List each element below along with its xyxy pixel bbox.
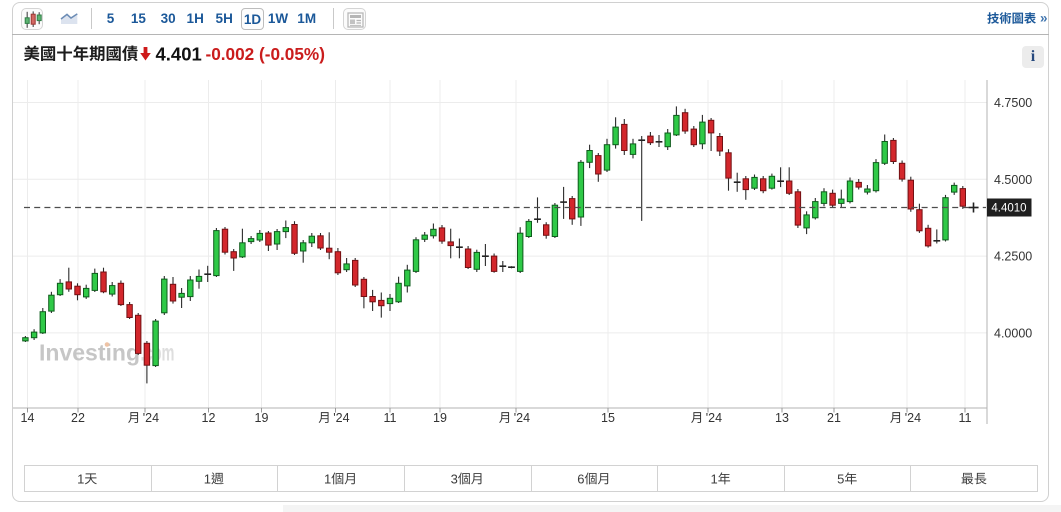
svg-text:4.7500: 4.7500 [994, 96, 1032, 110]
svg-text:19: 19 [433, 411, 447, 425]
svg-text:Investing: Investing [39, 340, 140, 366]
svg-text:11: 11 [959, 411, 972, 425]
svg-text:'24: '24 [514, 411, 530, 425]
svg-text:11: 11 [384, 411, 397, 425]
svg-text:22: 22 [71, 411, 85, 425]
svg-text:5: 5 [837, 471, 844, 486]
svg-text:21: 21 [827, 411, 841, 425]
svg-text:6: 6 [577, 471, 584, 486]
svg-text:1: 1 [204, 471, 211, 486]
svg-text:1: 1 [77, 471, 84, 486]
svg-text:4.5000: 4.5000 [994, 173, 1032, 187]
svg-text:15: 15 [601, 411, 615, 425]
svg-text:13: 13 [775, 411, 789, 425]
svg-text:12: 12 [202, 411, 216, 425]
svg-text:14: 14 [21, 411, 35, 425]
svg-text:»: » [1040, 11, 1048, 26]
svg-text:1: 1 [324, 471, 331, 486]
svg-text:4.4010: 4.4010 [991, 203, 1026, 215]
svg-text:-0.002 (-0.05%): -0.002 (-0.05%) [206, 44, 325, 64]
svg-text:'24: '24 [905, 411, 921, 425]
svg-text:4.401: 4.401 [156, 44, 202, 65]
svg-text:19: 19 [255, 411, 269, 425]
svg-text:1: 1 [710, 471, 717, 486]
svg-text:'24: '24 [143, 411, 159, 425]
svg-text:4.2500: 4.2500 [994, 250, 1032, 264]
svg-text:'24: '24 [333, 411, 349, 425]
svg-text:'24: '24 [706, 411, 722, 425]
svg-text:3: 3 [451, 471, 458, 486]
svg-text:4.0000: 4.0000 [994, 326, 1032, 340]
